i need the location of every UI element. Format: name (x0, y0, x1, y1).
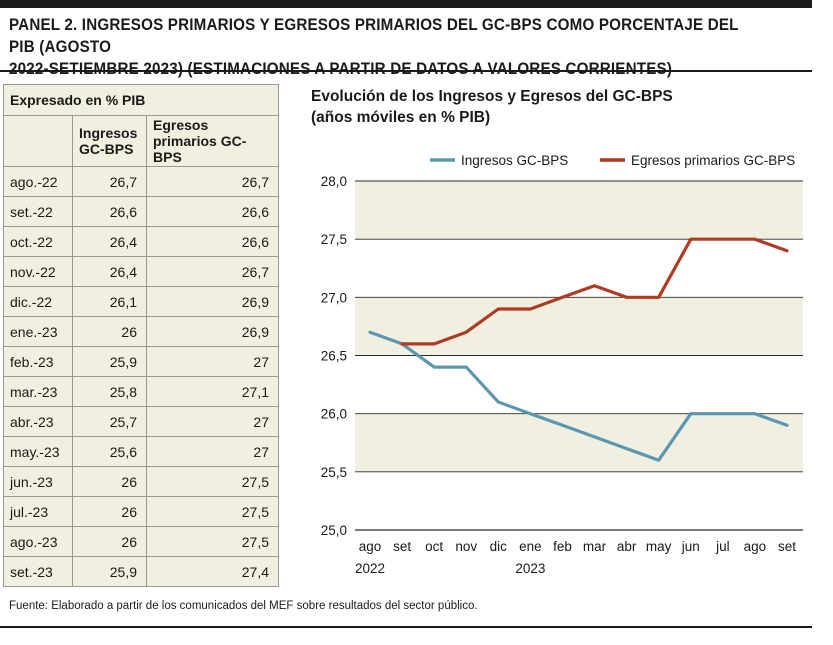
title-rule (0, 70, 812, 72)
row-month: mar.-23 (3, 376, 73, 407)
plot-band (355, 297, 803, 356)
row-ingresos: 26 (72, 526, 147, 557)
data-table: Expresado en % PIB Ingresos GC-BPS Egreso… (3, 84, 279, 587)
row-month: ago.-23 (3, 526, 73, 557)
row-month: ago.-22 (3, 166, 73, 197)
row-egresos: 26,6 (146, 226, 279, 257)
row-ingresos: 26,4 (72, 226, 147, 257)
row-ingresos: 26,7 (72, 166, 147, 197)
table-row: set.-22 26,6 26,6 (3, 196, 279, 227)
row-egresos: 26,6 (146, 196, 279, 227)
x-tick-label: dic (490, 539, 508, 554)
table-row: nov.-22 26,4 26,7 (3, 256, 279, 287)
y-tick-label: 28,0 (321, 174, 347, 189)
row-ingresos: 26 (72, 466, 147, 497)
header-empty (3, 115, 73, 167)
y-tick-label: 27,5 (321, 232, 347, 247)
x-tick-label: feb (553, 539, 572, 554)
x-year-label: 2022 (355, 561, 385, 576)
plot-band (355, 181, 803, 240)
row-month: set.-23 (3, 556, 73, 587)
chart-title-line1: Evolución de los Ingresos y Egresos del … (311, 88, 673, 105)
y-tick-label: 25,5 (321, 465, 347, 480)
table-row: oct.-22 26,4 26,6 (3, 226, 279, 257)
row-egresos: 27,1 (146, 376, 279, 407)
y-tick-label: 27,0 (321, 290, 347, 305)
table-row: ene.-23 26 26,9 (3, 316, 279, 347)
row-month: abr.-23 (3, 406, 73, 437)
series-line-0 (368, 330, 789, 462)
row-egresos: 27,5 (146, 526, 279, 557)
table-row: set.-23 25,9 27,4 (3, 556, 279, 587)
y-tick-label: 26,5 (321, 349, 347, 364)
panel-title-line1: PANEL 2. INGRESOS PRIMARIOS Y EGRESOS PR… (9, 16, 739, 56)
top-bar (0, 0, 812, 8)
row-egresos: 27 (146, 346, 279, 377)
panel-title-line2: 2022-SETIEMBRE 2023) (ESTIMACIONES A PAR… (9, 60, 673, 78)
row-egresos: 27,4 (146, 556, 279, 587)
row-month: set.-22 (3, 196, 73, 227)
chart-title-line2: (años móviles en % PIB) (311, 109, 491, 126)
x-tick-label: mar (583, 539, 607, 554)
table-row: ago.-23 26 27,5 (3, 526, 279, 557)
row-egresos: 27 (146, 436, 279, 467)
x-tick-label: set (393, 539, 411, 554)
x-tick-label: jul (715, 539, 730, 554)
table-row: dic.-22 26,1 26,9 (3, 286, 279, 317)
row-egresos: 26,7 (146, 166, 279, 197)
row-month: feb.-23 (3, 346, 73, 377)
table-row: abr.-23 25,7 27 (3, 406, 279, 437)
header-egresos: Egresos primarios GC-BPS (146, 115, 279, 167)
row-egresos: 27 (146, 406, 279, 437)
row-egresos: 26,9 (146, 316, 279, 347)
legend-label: Ingresos GC-BPS (461, 153, 568, 168)
table-row: mar.-23 25,8 27,1 (3, 376, 279, 407)
x-tick-label: oct (425, 539, 443, 554)
row-ingresos: 26,1 (72, 286, 147, 317)
chart-title: Evolución de los Ingresos y Egresos del … (311, 86, 673, 128)
table-caption: Expresado en % PIB (3, 84, 279, 116)
x-tick-label: ago (359, 539, 382, 554)
row-ingresos: 26,6 (72, 196, 147, 227)
table-row: feb.-23 25,9 27 (3, 346, 279, 377)
row-month: jul.-23 (3, 496, 73, 527)
legend-label: Egresos primarios GC-BPS (631, 153, 795, 168)
x-tick-label: set (778, 539, 796, 554)
y-tick-label: 26,0 (321, 407, 347, 422)
table-caption-row: Expresado en % PIB (3, 84, 279, 116)
header-ingresos: Ingresos GC-BPS (72, 115, 147, 167)
series-line-1 (400, 237, 789, 346)
x-tick-label: abr (617, 539, 637, 554)
plot-band (355, 239, 803, 298)
table-row: ago.-22 26,7 26,7 (3, 166, 279, 197)
plot-band (355, 413, 803, 472)
y-tick-label: 25,0 (321, 523, 347, 538)
x-tick-label: ago (744, 539, 767, 554)
table-header-row: Ingresos GC-BPS Egresos primarios GC-BPS (3, 115, 279, 167)
x-tick-label: nov (455, 539, 477, 554)
row-ingresos: 25,9 (72, 556, 147, 587)
row-ingresos: 25,8 (72, 376, 147, 407)
panel-title: PANEL 2. INGRESOS PRIMARIOS Y EGRESOS PR… (9, 14, 745, 80)
row-egresos: 26,9 (146, 286, 279, 317)
bottom-rule (0, 626, 812, 628)
row-egresos: 27,5 (146, 466, 279, 497)
plot-band (355, 355, 803, 414)
x-year-label: 2023 (515, 561, 545, 576)
x-tick-label: ene (519, 539, 542, 554)
source-note: Fuente: Elaborado a partir de los comuni… (9, 600, 478, 612)
row-ingresos: 26,4 (72, 256, 147, 287)
row-month: nov.-22 (3, 256, 73, 287)
plot-band (355, 471, 803, 530)
x-tick-label: jun (681, 539, 700, 554)
row-ingresos: 25,9 (72, 346, 147, 377)
x-tick-label: may (646, 539, 672, 554)
